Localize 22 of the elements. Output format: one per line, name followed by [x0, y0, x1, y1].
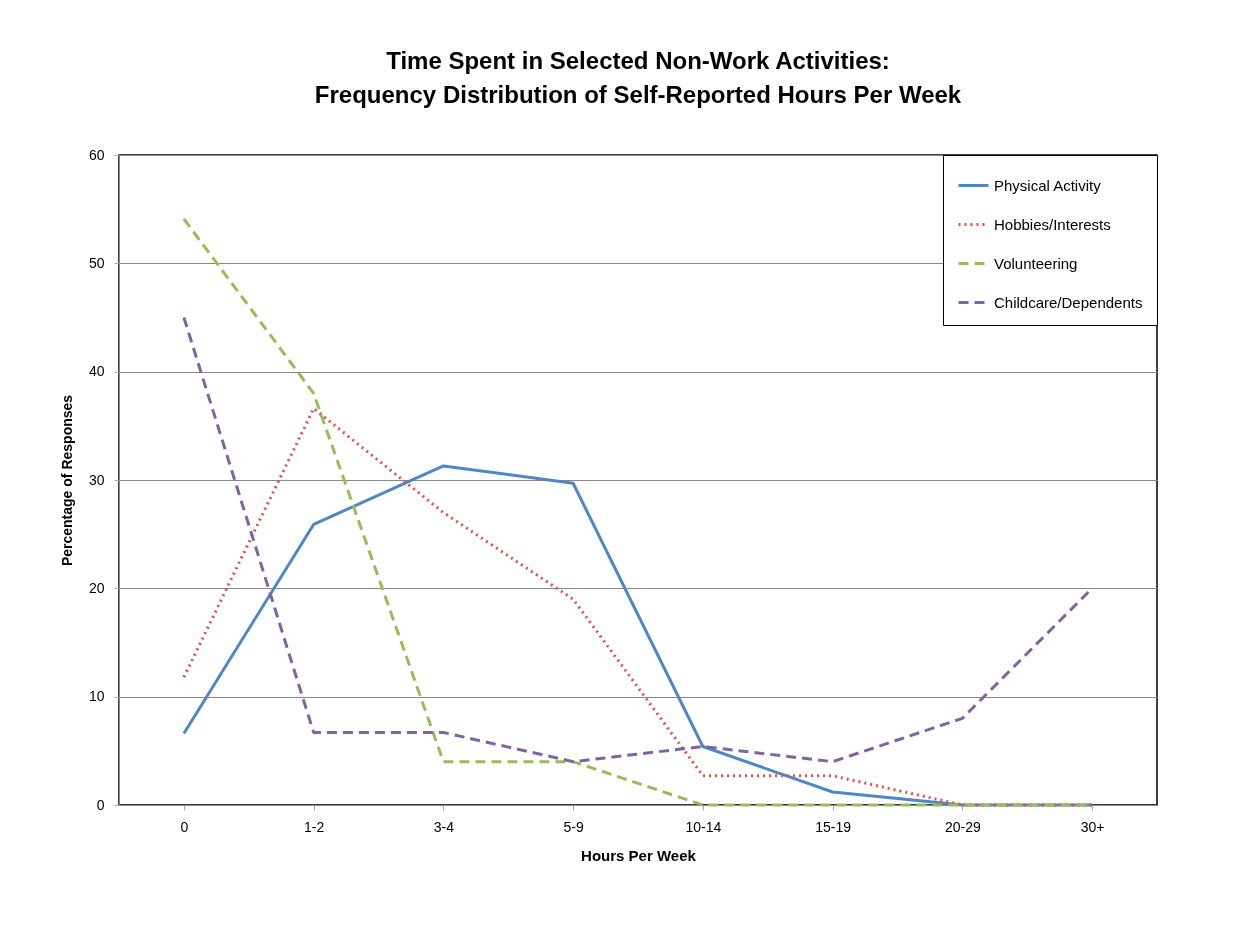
- y-tick-label: 40: [88, 363, 105, 380]
- chart-title: Time Spent in Selected Non-Work Activities: Frequency Distribution of Self-Reported Hours Per Week: [314, 47, 962, 108]
- x-tick-label: 5-9: [563, 818, 584, 835]
- x-tick-label: 20-29: [944, 818, 981, 835]
- y-axis-title: Percentage of Responses: [58, 394, 75, 567]
- y-tick-label: 10: [88, 688, 105, 705]
- y-tick-label: 30: [88, 471, 105, 488]
- x-axis-title: Hours Per Week: [581, 846, 697, 864]
- x-tick-label: 10-14: [685, 818, 722, 835]
- y-tick-label: 0: [96, 796, 105, 813]
- x-tick-label: 0: [180, 818, 189, 835]
- legend-label: Childcare/Dependents: [994, 293, 1143, 311]
- x-tick-label: 1-2: [304, 818, 325, 835]
- x-tick-label: 3-4: [433, 818, 455, 835]
- legend-label: Hobbies/Interests: [994, 215, 1111, 233]
- y-tick-label: 60: [88, 146, 105, 163]
- y-tick-label: 50: [88, 254, 105, 271]
- y-tick-label: 20: [88, 579, 105, 596]
- x-tick-label: 30+: [1080, 818, 1105, 835]
- legend-label: Physical Activity: [994, 176, 1102, 194]
- legend-label: Volunteering: [994, 254, 1078, 272]
- x-tick-label: 15-19: [815, 818, 852, 835]
